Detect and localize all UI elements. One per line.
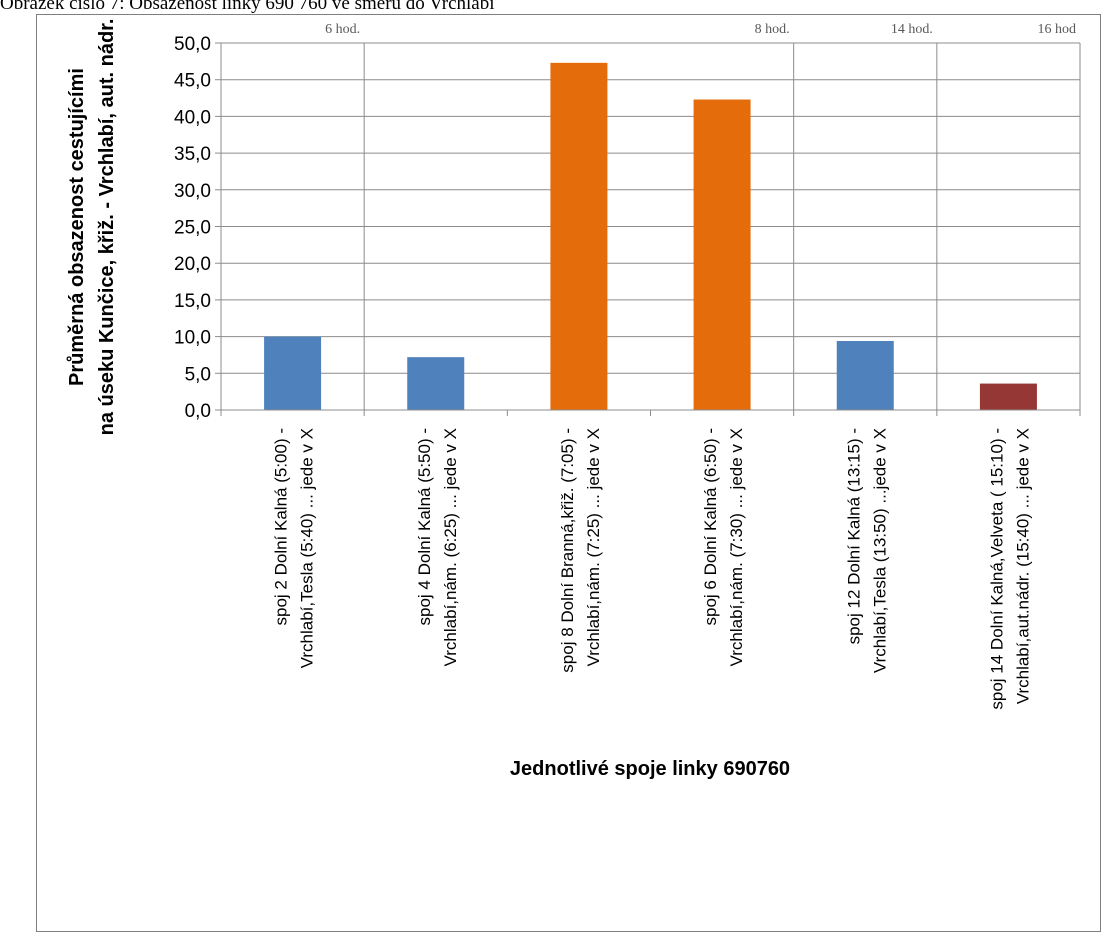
- x-axis-title: Jednotlivé spoje linky 690760: [510, 758, 790, 780]
- y-tick-label: 40,0: [174, 107, 211, 128]
- gridlines: [215, 42, 1080, 411]
- hour-marker-label: 16 hod: [1038, 22, 1077, 37]
- y-axis-title-line: na úseku Kunčice, křiž. - Vrchlabí, aut.…: [96, 19, 118, 436]
- y-tick-label: 35,0: [174, 144, 211, 165]
- x-category-label: spoj 6 Dolní Kalná (6:50) - Vrchlabí,nám.…: [701, 428, 746, 666]
- x-category-label-line: Vrchlabí,nám. (7:25) ... jede v X: [584, 428, 603, 666]
- y-tick-label: 5,0: [185, 364, 211, 385]
- x-category-label: spoj 14 Dolní Kalná,Velveta ( 15:10) - Vr…: [987, 428, 1032, 710]
- x-category-label: spoj 8 Dolní Branná,křiž. (7:05) - Vrchla…: [558, 428, 603, 673]
- x-category-label-line: spoj 14 Dolní Kalná,Velveta ( 15:10) -: [987, 428, 1006, 710]
- y-tick-label: 20,0: [174, 254, 211, 275]
- y-tick-label: 45,0: [174, 71, 211, 92]
- x-category-label-line: spoj 8 Dolní Branná,křiž. (7:05) -: [558, 428, 577, 673]
- x-category-label-line: spoj 12 Dolní Kalná (13:15) -: [844, 428, 863, 644]
- x-category-label-line: spoj 2 Dolní Kalná (5:00) -: [272, 428, 291, 626]
- chart-frame: [36, 14, 1101, 932]
- x-category-label: spoj 4 Dolní Kalná (5:50) - Vrchlabí,nám.…: [415, 428, 460, 666]
- y-axis-title: Průměrná obsazenost cestujícími na úseku …: [66, 19, 118, 436]
- hour-marker-label: 14 hod.: [891, 22, 933, 37]
- x-category-label-line: Vrchlabí,Tesla (5:40) ... jede v X: [298, 428, 317, 668]
- x-category-label-line: spoj 6 Dolní Kalná (6:50) -: [701, 428, 720, 626]
- x-category-label: spoj 12 Dolní Kalná (13:15) - Vrchlabí,Te…: [844, 428, 889, 673]
- y-tick-label: 50,0: [174, 34, 211, 55]
- x-category-label: spoj 2 Dolní Kalná (5:00) - Vrchlabí,Tesl…: [272, 428, 317, 668]
- bar: [407, 357, 465, 410]
- y-tick-label: 0,0: [185, 401, 211, 422]
- bar: [550, 62, 608, 411]
- hour-marker-labels: 6 hod. 8 hod. 14 hod. 16 hod: [325, 22, 1076, 37]
- axes: [220, 43, 1081, 416]
- figure-caption: Obrázek číslo 7: Obsazenost linky 690 76…: [0, 0, 495, 14]
- x-category-label-line: spoj 4 Dolní Kalná (5:50) -: [415, 428, 434, 626]
- bar: [693, 99, 751, 410]
- x-category-labels: spoj 2 Dolní Kalná (5:00) - Vrchlabí,Tesl…: [272, 428, 1033, 710]
- y-axis-title-line: Průměrná obsazenost cestujícími: [66, 68, 88, 386]
- y-tick-label: 25,0: [174, 218, 211, 239]
- x-category-label-line: Vrchlabí,nám. (7:30) ... jede v X: [727, 428, 746, 666]
- y-tick-label: 30,0: [174, 181, 211, 202]
- bar: [836, 341, 894, 410]
- bar: [264, 336, 322, 410]
- x-category-label-line: Vrchlabí,aut.nádr. (15:40) ... jede v X: [1013, 428, 1032, 704]
- hour-marker-label: 6 hod.: [325, 22, 360, 37]
- x-category-label-line: Vrchlabí,nám. (6:25) ... jede v X: [441, 428, 460, 666]
- x-category-label-line: Vrchlabí,Tesla (13:50) ...jede v X: [870, 428, 889, 673]
- y-tick-label: 10,0: [174, 328, 211, 349]
- bar: [979, 383, 1037, 410]
- bars: [264, 62, 1037, 411]
- y-tick-label: 15,0: [174, 291, 211, 312]
- y-tick-labels: 0,0 5,0 10,0 15,0 20,0 25,0 30,0 35,0 40,0 45,0 50…: [174, 34, 211, 422]
- hour-marker-label: 8 hod.: [755, 22, 790, 37]
- hour-marker-lines: [363, 43, 1081, 410]
